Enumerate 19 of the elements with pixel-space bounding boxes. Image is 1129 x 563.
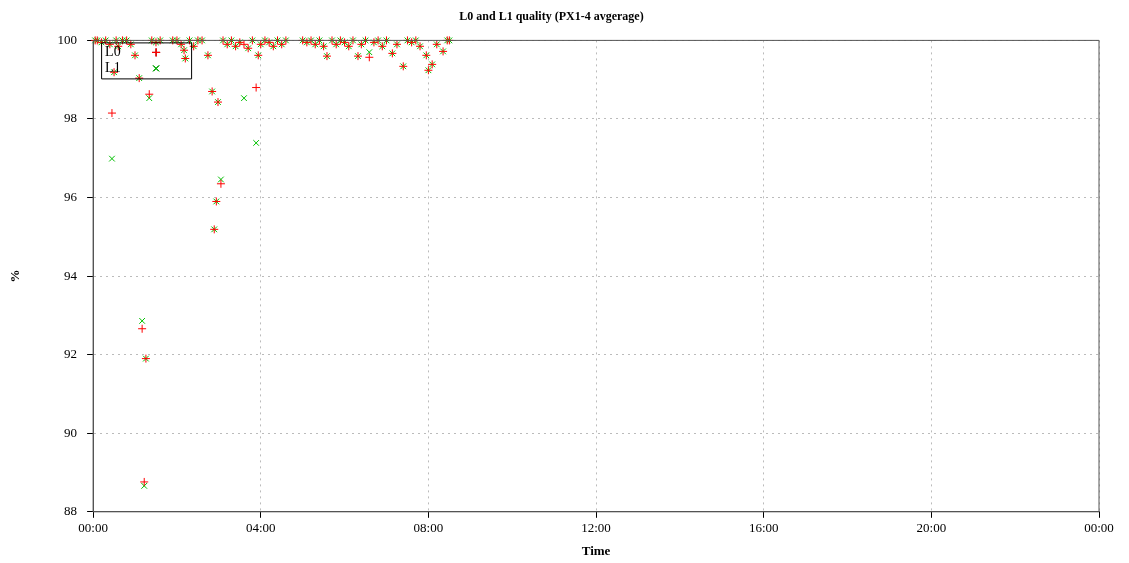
x-tick-label: 00:00 — [78, 520, 108, 536]
chart-title: L0 and L1 quality (PX1-4 avgerage) — [459, 9, 644, 24]
y-tick-label: 94 — [64, 267, 78, 283]
x-tick-label: 20:00 — [916, 520, 947, 536]
x-tick-label: 16:00 — [748, 520, 779, 536]
y-axis-title: % — [7, 269, 23, 283]
x-axis-title: Time — [581, 542, 611, 558]
x-tick-label: 12:00 — [581, 520, 611, 536]
x-tick-label: 04:00 — [245, 520, 276, 536]
y-tick-label: 92 — [64, 346, 78, 362]
y-tick-label: 98 — [64, 110, 78, 126]
y-tick-label: 88 — [64, 503, 78, 519]
y-tick-label: 100 — [57, 31, 78, 47]
legend-label: L0 — [105, 44, 121, 60]
x-tick-label: 08:00 — [413, 520, 444, 536]
legend-label: L1 — [105, 60, 121, 76]
x-tick-label: 00:00 — [1084, 520, 1114, 536]
y-tick-label: 90 — [64, 424, 78, 440]
y-tick-label: 96 — [64, 188, 78, 204]
